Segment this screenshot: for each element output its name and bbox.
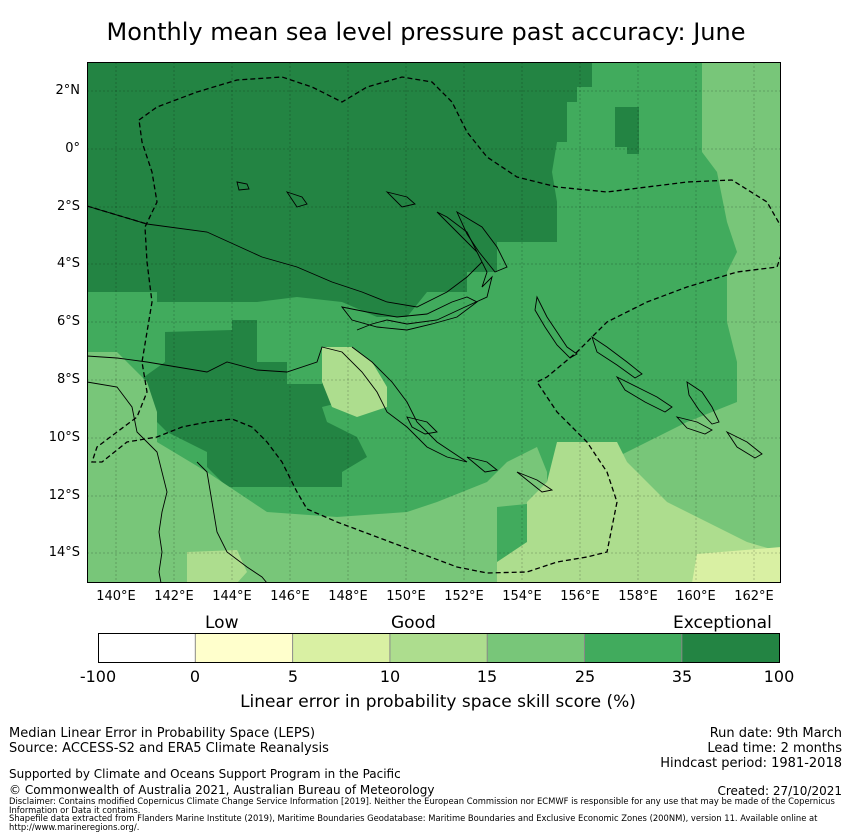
legend-category-low: Low — [205, 613, 239, 633]
footer-created: Created: 27/10/2021 — [717, 784, 842, 798]
footer-source: Source: ACCESS-S2 and ERA5 Climate Reana… — [9, 741, 329, 756]
footer-copyright: © Commonwealth of Australia 2021, Austra… — [9, 783, 435, 797]
lon-label-162e: 162°E — [734, 589, 774, 604]
footer-run-date: Run date: 9th March — [709, 726, 842, 741]
colorbar-tick-4: 15 — [476, 667, 498, 686]
lat-label-6s: 6°S — [56, 314, 80, 329]
lon-label-158e: 158°E — [618, 589, 658, 604]
footer-method: Median Linear Error in Probability Space… — [9, 726, 316, 741]
colorbar-segment-5 — [584, 633, 682, 663]
lon-label-144e: 144°E — [212, 589, 252, 604]
legend-category-good: Good — [391, 613, 436, 633]
footer-lead-time: Lead time: 2 months — [707, 741, 842, 756]
colorbar-segment-6 — [681, 633, 780, 663]
colorbar-tick-6: 35 — [671, 667, 693, 686]
lat-label-0: 0° — [65, 141, 80, 156]
skill-region-mid-coral — [322, 347, 387, 417]
colorbar-label: Linear error in probability space skill … — [240, 692, 636, 712]
lat-label-14s: 14°S — [48, 545, 80, 560]
colorbar-tick-3: 10 — [379, 667, 401, 686]
lon-label-152e: 152°E — [444, 589, 484, 604]
skill-region-good-east — [557, 62, 781, 583]
skill-map — [87, 62, 781, 583]
map-frame — [87, 62, 781, 583]
lat-label-2n: 2°N — [55, 83, 81, 98]
skill-region-exceptional-south — [137, 320, 367, 487]
legend-category-exceptional: Exceptional — [673, 613, 772, 633]
lon-label-150e: 150°E — [386, 589, 426, 604]
colorbar-segment-4 — [487, 633, 585, 663]
skill-region-exceptional-north — [87, 62, 592, 317]
lat-label-12s: 12°S — [48, 488, 80, 503]
skill-region-low-good — [692, 547, 781, 583]
coastlines — [87, 181, 763, 583]
footer-shapefile: Shapefile data extracted from Flanders M… — [9, 813, 818, 832]
colorbar-tick-0: -100 — [79, 667, 117, 686]
colorbar-segment-2 — [292, 633, 390, 663]
skill-region-mid-south — [497, 442, 781, 583]
eez-boundary — [87, 76, 781, 574]
lon-label-160e: 160°E — [676, 589, 716, 604]
lon-label-148e: 148°E — [328, 589, 368, 604]
skill-region-good-west — [87, 352, 547, 583]
colorbar-tick-7: 100 — [763, 667, 795, 686]
lon-label-140e: 140°E — [96, 589, 136, 604]
gridlines — [87, 62, 781, 583]
lon-label-146e: 146°E — [270, 589, 310, 604]
lat-label-8s: 8°S — [56, 372, 80, 387]
skill-region-exceptional-ne — [615, 107, 639, 154]
lat-label-2s: 2°S — [56, 199, 80, 214]
lon-label-154e: 154°E — [502, 589, 542, 604]
colorbar-tick-5: 25 — [574, 667, 596, 686]
map-title: Monthly mean sea level pressure past acc… — [106, 18, 746, 46]
lon-label-142e: 142°E — [154, 589, 194, 604]
footer-support: Supported by Climate and Oceans Support … — [9, 767, 401, 781]
colorbar-tick-1: 0 — [189, 667, 201, 686]
colorbar-segment-3 — [389, 633, 488, 663]
colorbar-segment-0 — [98, 633, 196, 663]
colorbar-segment-1 — [195, 633, 293, 663]
colorbar — [98, 633, 780, 663]
lat-label-4s: 4°S — [56, 256, 80, 271]
lat-label-10s: 10°S — [48, 430, 80, 445]
colorbar-tick-2: 5 — [287, 667, 299, 686]
skill-region-mid-sw — [187, 550, 247, 583]
footer-hindcast: Hindcast period: 1981-2018 — [660, 756, 842, 771]
footer-disclaimer: Disclaimer: Contains modified Copernicus… — [9, 796, 835, 815]
lon-label-156e: 156°E — [560, 589, 600, 604]
